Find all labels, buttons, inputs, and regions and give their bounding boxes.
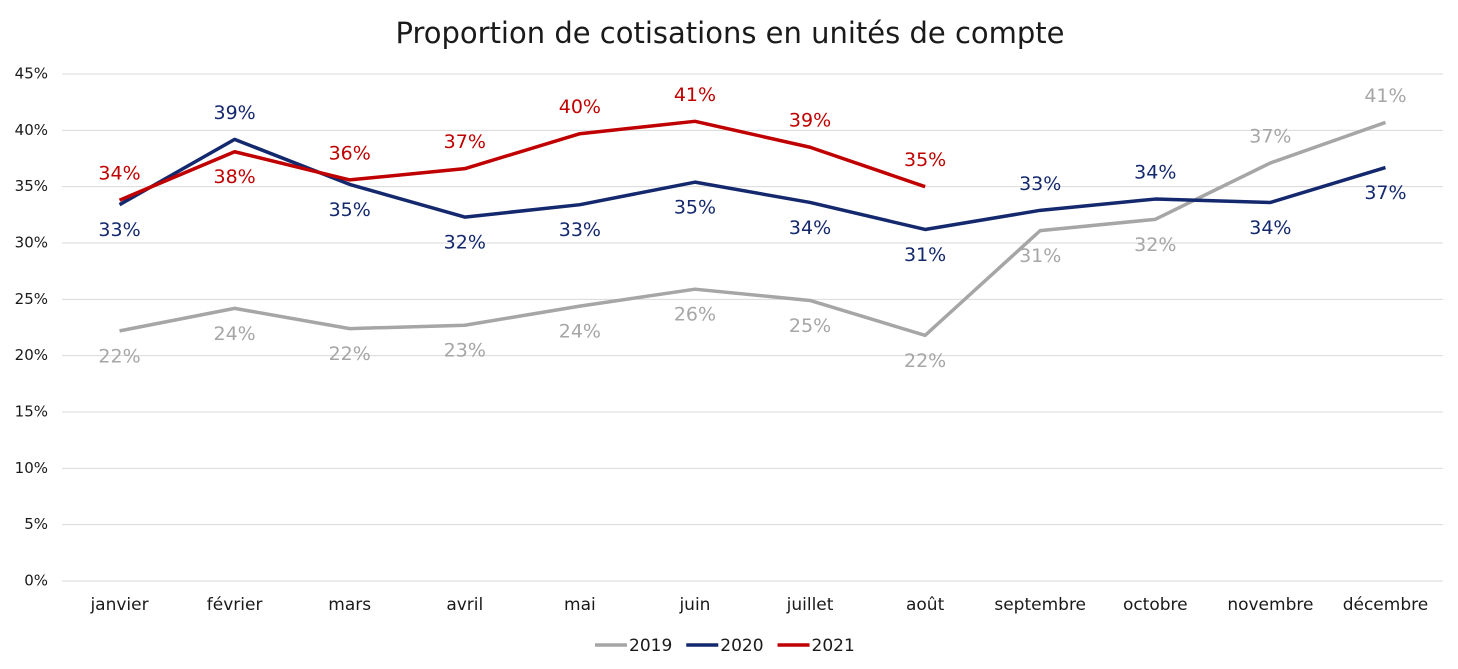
value-label: 35% xyxy=(329,199,371,221)
x-tick-label: février xyxy=(207,595,263,615)
value-label: 41% xyxy=(674,84,716,106)
x-tick-label: octobre xyxy=(1123,595,1188,615)
value-label: 24% xyxy=(214,323,256,345)
value-label: 34% xyxy=(98,163,140,185)
value-label: 22% xyxy=(329,343,371,365)
y-tick-label: 5% xyxy=(24,515,48,533)
value-label: 36% xyxy=(329,142,371,164)
y-tick-label: 45% xyxy=(15,65,48,83)
value-label: 31% xyxy=(904,244,946,266)
value-label: 23% xyxy=(444,340,486,362)
series-line xyxy=(118,137,1386,232)
value-label: 33% xyxy=(98,219,140,241)
value-label: 31% xyxy=(1019,245,1061,267)
value-label: 40% xyxy=(559,96,601,118)
y-tick-label: 10% xyxy=(15,459,48,477)
value-label: 39% xyxy=(789,110,831,132)
value-label: 32% xyxy=(444,232,486,254)
value-label: 37% xyxy=(1249,126,1291,148)
x-tick-label: août xyxy=(906,595,945,615)
value-label: 35% xyxy=(904,149,946,171)
legend-label: 2019 xyxy=(629,636,672,656)
series-line xyxy=(119,120,1387,338)
x-tick-label: décembre xyxy=(1343,595,1428,615)
y-tick-label: 35% xyxy=(15,177,48,195)
chart-title: Proportion de cotisations en unités de c… xyxy=(395,16,1064,50)
x-tick-label: mars xyxy=(328,595,371,615)
y-tick-label: 15% xyxy=(15,403,48,421)
value-label: 33% xyxy=(559,219,601,241)
legend-label: 2021 xyxy=(812,636,855,656)
value-label: 33% xyxy=(1019,173,1061,195)
x-tick-label: novembre xyxy=(1227,595,1313,615)
x-tick-label: septembre xyxy=(994,595,1086,615)
value-label: 35% xyxy=(674,197,716,219)
value-label: 39% xyxy=(214,102,256,124)
value-label: 34% xyxy=(1249,217,1291,239)
x-tick-label: janvier xyxy=(89,595,148,615)
value-label: 22% xyxy=(904,350,946,372)
y-tick-label: 0% xyxy=(24,572,48,590)
x-tick-label: avril xyxy=(446,595,483,615)
y-tick-label: 40% xyxy=(15,121,48,139)
y-tick-label: 20% xyxy=(15,346,48,364)
y-tick-label: 25% xyxy=(15,290,48,308)
value-label: 38% xyxy=(214,166,256,188)
value-label: 34% xyxy=(789,217,831,239)
y-tick-label: 30% xyxy=(15,234,48,252)
x-tick-label: mai xyxy=(564,595,596,615)
x-tick-label: juillet xyxy=(786,595,834,615)
value-label: 32% xyxy=(1134,234,1176,256)
value-label: 22% xyxy=(98,345,140,367)
series-line xyxy=(118,119,926,202)
value-label: 24% xyxy=(559,321,601,343)
value-label: 37% xyxy=(444,131,486,153)
value-label: 41% xyxy=(1364,85,1406,107)
value-label: 25% xyxy=(789,315,831,337)
value-label: 26% xyxy=(674,304,716,326)
value-label: 34% xyxy=(1134,162,1176,184)
value-label: 37% xyxy=(1364,182,1406,204)
legend-label: 2020 xyxy=(720,636,763,656)
x-tick-label: juin xyxy=(678,595,710,615)
